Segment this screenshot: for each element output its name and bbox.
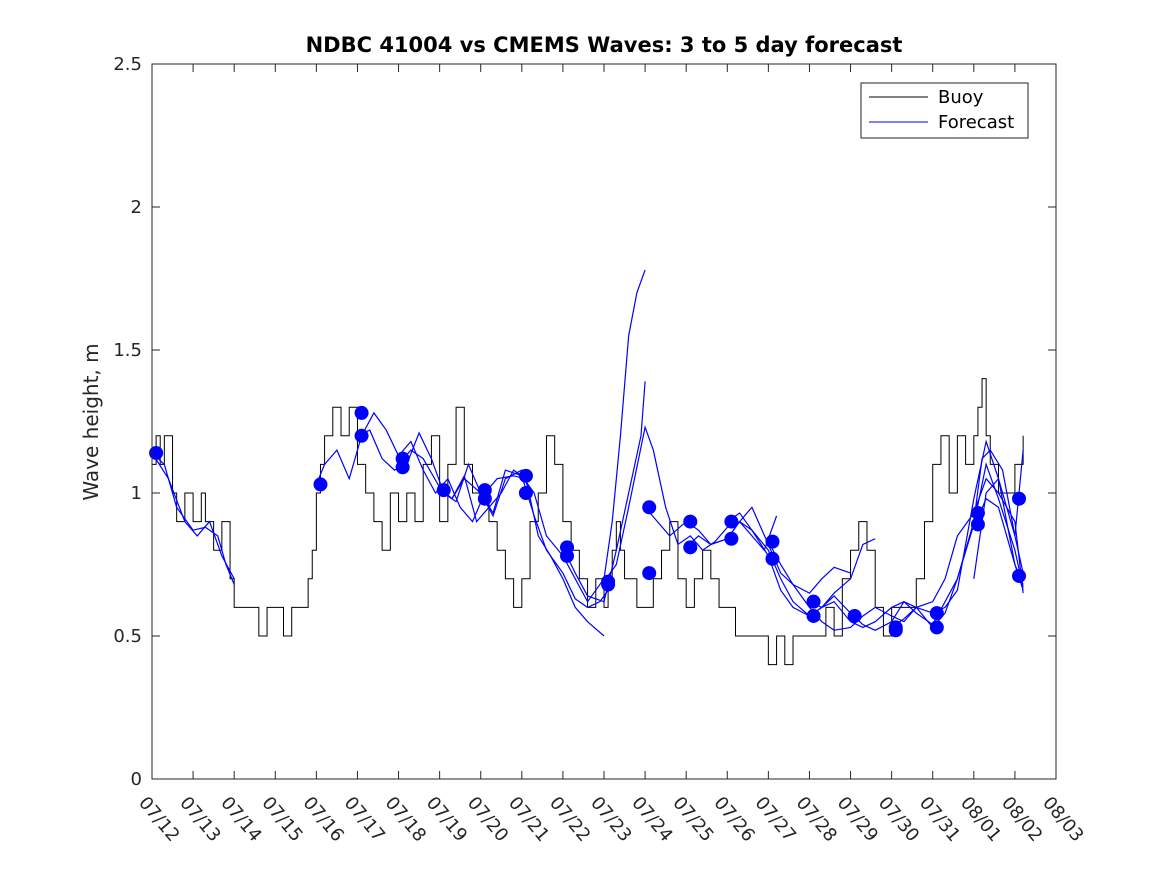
forecast-point bbox=[724, 531, 739, 546]
forecast-line-14 bbox=[891, 462, 1024, 629]
forecast-point bbox=[1012, 491, 1027, 506]
buoy-series bbox=[152, 378, 1024, 666]
forecast-line-1 bbox=[151, 452, 235, 580]
forecast-line-11 bbox=[726, 512, 933, 629]
y-axis-label: Wave height, m bbox=[79, 343, 103, 500]
forecast-point bbox=[354, 405, 369, 420]
y-tick-label: 0 bbox=[131, 769, 142, 790]
buoy-line bbox=[152, 378, 1024, 666]
forecast-point bbox=[560, 548, 575, 563]
plot-frame bbox=[151, 63, 1057, 780]
forecast-point bbox=[970, 517, 985, 532]
forecast-point bbox=[929, 606, 944, 621]
forecast-points-group bbox=[149, 405, 1027, 638]
forecast-point bbox=[888, 623, 903, 638]
legend-label-buoy: Buoy bbox=[938, 87, 984, 108]
forecast-line-0 bbox=[151, 452, 235, 585]
forecast-point bbox=[847, 608, 862, 623]
forecast-line-10 bbox=[685, 520, 876, 617]
forecast-line-16 bbox=[973, 477, 1024, 594]
forecast-point bbox=[724, 514, 739, 529]
forecast-point bbox=[477, 491, 492, 506]
forecast-point bbox=[354, 428, 369, 443]
forecast-point bbox=[683, 540, 698, 555]
forecast-point bbox=[806, 608, 821, 623]
forecast-line-12 bbox=[767, 512, 975, 631]
forecast-line-13 bbox=[809, 449, 1024, 631]
forecast-point bbox=[518, 486, 533, 500]
legend: Buoy Forecast bbox=[860, 82, 1029, 139]
forecast-point bbox=[601, 577, 616, 592]
forecast-line-6 bbox=[521, 269, 646, 603]
forecast-line-8 bbox=[603, 425, 778, 583]
forecast-series-group bbox=[151, 269, 1024, 637]
forecast-point bbox=[806, 594, 821, 609]
forecast-point bbox=[436, 483, 451, 498]
forecast-line-9 bbox=[644, 506, 851, 594]
forecast-point bbox=[149, 445, 164, 460]
forecast-point bbox=[518, 468, 533, 483]
forecast-line-15 bbox=[932, 439, 1024, 614]
forecast-point bbox=[642, 566, 657, 581]
forecast-line-4 bbox=[398, 449, 605, 637]
forecast-point bbox=[929, 620, 944, 635]
y-tick-label: 2.5 bbox=[113, 54, 142, 75]
y-tick-label: 2 bbox=[131, 197, 142, 218]
forecast-point bbox=[970, 506, 985, 521]
legend-box bbox=[860, 82, 1029, 139]
y-axis-ticks: 0 0.5 1 1.5 2 2.5 bbox=[113, 54, 1056, 790]
y-tick-label: 1 bbox=[131, 483, 142, 504]
forecast-point bbox=[683, 514, 698, 529]
y-tick-label: 0.5 bbox=[113, 626, 142, 647]
legend-label-forecast: Forecast bbox=[938, 112, 1014, 133]
y-tick-label: 1.5 bbox=[113, 340, 142, 361]
forecast-point bbox=[765, 551, 780, 566]
forecast-point bbox=[1012, 568, 1027, 583]
forecast-point bbox=[642, 500, 657, 515]
forecast-point bbox=[765, 534, 780, 549]
forecast-point bbox=[395, 460, 410, 475]
plot-area bbox=[152, 64, 1056, 779]
forecast-point bbox=[313, 477, 328, 492]
chart-title: NDBC 41004 vs CMEMS Waves: 3 to 5 day fo… bbox=[306, 33, 903, 57]
